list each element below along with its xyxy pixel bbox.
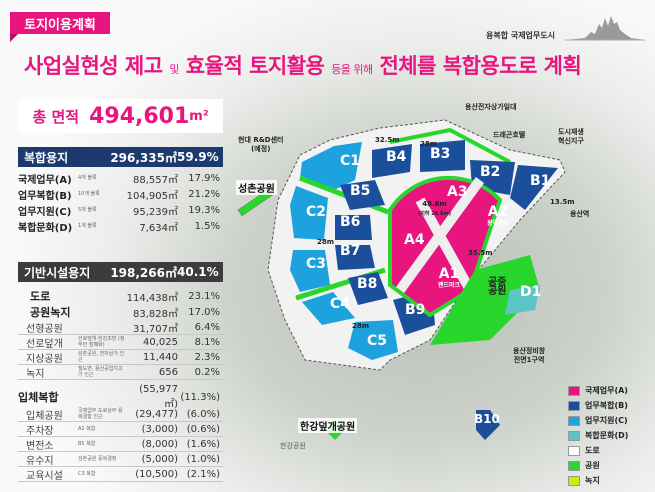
block-b9: B9	[405, 302, 426, 318]
brand-label: 용복합 국제업무도시	[485, 31, 555, 40]
legend-item: 복합문화(D)	[568, 428, 628, 443]
place-hangang: 한강공원	[280, 442, 306, 450]
table-row: 선형공원 31,707㎡ 6.4%	[18, 320, 223, 335]
table-row: 선로덮개 선로덮개·한강조망 (정부안 철폐화) 40,025 8.1%	[18, 335, 223, 350]
block-b3: B3	[430, 146, 451, 162]
table-row: 주차장 A2 복합 (3,000) (0.6%)	[18, 422, 223, 437]
block-b5: B5	[350, 183, 371, 199]
complex-land-header: 복합용지 296,335㎡ 59.9%	[18, 147, 223, 167]
total-area-label: 총 면적	[32, 107, 80, 126]
table-row: 공원녹지 83,828㎡ 17.0%	[30, 306, 220, 320]
legend-item: 업무복합(B)	[568, 398, 628, 413]
place-electronics: 용산전자상가일대	[465, 103, 517, 111]
complex-land-table: 복합용지 296,335㎡ 59.9% 국제업무(A) 4개 블록 88,557㎡ 1…	[18, 147, 223, 234]
table-row: 교육시설 C3 복합 (10,500) (2.1%)	[18, 467, 223, 482]
block-b4: B4	[386, 149, 407, 165]
road-width-label: 48.6m (지하 26.6m)	[418, 200, 452, 217]
table-row: 업무복합(B) 10개 블록 104,905㎡ 21.2%	[18, 188, 220, 202]
road-width-label: 28m	[420, 140, 438, 148]
total-area: 총 면적 494,601 m²	[18, 99, 223, 133]
table-row: 도로 114,438㎡ 23.1%	[30, 290, 220, 304]
place-dragon: 드래곤호텔	[493, 131, 526, 139]
table-row: 업무지원(C) 5개 블록 95,239㎡ 19.3%	[18, 204, 220, 218]
block-c1: C1	[340, 153, 361, 169]
legend-item: 공원	[568, 458, 628, 473]
road-width-label: 13.5m	[550, 198, 575, 206]
place-renewal: 도시재생 혁신지구	[558, 128, 584, 145]
block-a4: A4	[404, 232, 425, 248]
block-b6: B6	[340, 214, 361, 230]
section-tag: 토지이용계획	[10, 12, 110, 42]
table-row: 복합문화(D) 1개 블록 7,634㎡ 1.5%	[18, 220, 220, 234]
vertical-complex-table: 입체복합 (55,977㎡) (11.3%) 입체공원 국제업무 도로상부 용복결합 …	[18, 384, 223, 482]
road-width-label: 32.5m	[375, 136, 400, 144]
road-width-label: 28m	[352, 322, 370, 330]
total-area-unit: m²	[189, 108, 209, 124]
legend: 국제업무(A) 업무복합(B) 업무지원(C) 복합문화(D) 도로 공원 녹지	[568, 383, 628, 488]
table-row: 국제업무(A) 4개 블록 88,557㎡ 17.9%	[18, 172, 220, 186]
legend-item: 국제업무(A)	[568, 383, 628, 398]
place-hyundai: 현대 R&D센터 (예정)	[238, 136, 284, 153]
block-b7: B7	[340, 243, 361, 259]
block-a2: A2 광역환승	[487, 204, 510, 227]
block-c2: C2	[306, 204, 327, 220]
table-row: 유수지 성촌공원 중복결정 (5,000) (1.0%)	[18, 452, 223, 467]
block-a3: A3	[447, 184, 468, 200]
road-width-label: 35.5m	[468, 249, 493, 257]
table-row: 녹지 철도변, 용산공업지고가 인근 656 0.2%	[18, 365, 223, 380]
place-maintenance: 용산정비창 전면1구역	[513, 347, 546, 364]
block-b8: B8	[357, 276, 378, 292]
table-row: 지상공원 성촌공원, 전자상가 인근 11,440 2.3%	[18, 350, 223, 365]
road-width-label: 28m	[317, 238, 335, 246]
legend-item: 도로	[568, 443, 628, 458]
infra-land-table: 기반시설용지 198,266㎡ 40.1% 도로 114,438㎡ 23.1% 공원…	[18, 262, 223, 380]
block-b1: B1	[530, 173, 551, 189]
block-b2: B2	[480, 164, 501, 180]
park-hangang-cover: 한강덮개공원	[298, 418, 358, 433]
infra-land-header: 기반시설용지 198,266㎡ 40.1%	[18, 262, 223, 282]
block-a1: A1 랜드마크	[438, 266, 461, 289]
table-row: 입체공원 국제업무 도로상부 용복결합 인근 (29,477) (6.0%)	[18, 407, 223, 422]
legend-item: 업무지원(C)	[568, 413, 628, 428]
block-b10: B10	[474, 412, 500, 426]
table-row: 변전소 B5 복합 (8,000) (1.6%)	[18, 437, 223, 452]
table-row: 입체복합 (55,977㎡) (11.3%)	[18, 384, 220, 410]
place-station: 용산역	[570, 210, 590, 218]
headline: 사업실현성 제고 및 효율적 토지활용 등을 위해 전체를 복합용도로 계획	[24, 54, 582, 78]
block-d1: D1	[520, 284, 542, 300]
block-c4: C4	[330, 296, 351, 312]
park-seongchon: 성촌공원	[236, 180, 277, 195]
block-c3: C3	[306, 256, 327, 272]
block-c5: C5	[367, 333, 388, 349]
legend-item: 녹지	[568, 473, 628, 488]
total-area-value: 494,601	[89, 103, 190, 129]
park-public: 공중 공원	[488, 277, 507, 297]
skyline-icon	[565, 16, 645, 41]
